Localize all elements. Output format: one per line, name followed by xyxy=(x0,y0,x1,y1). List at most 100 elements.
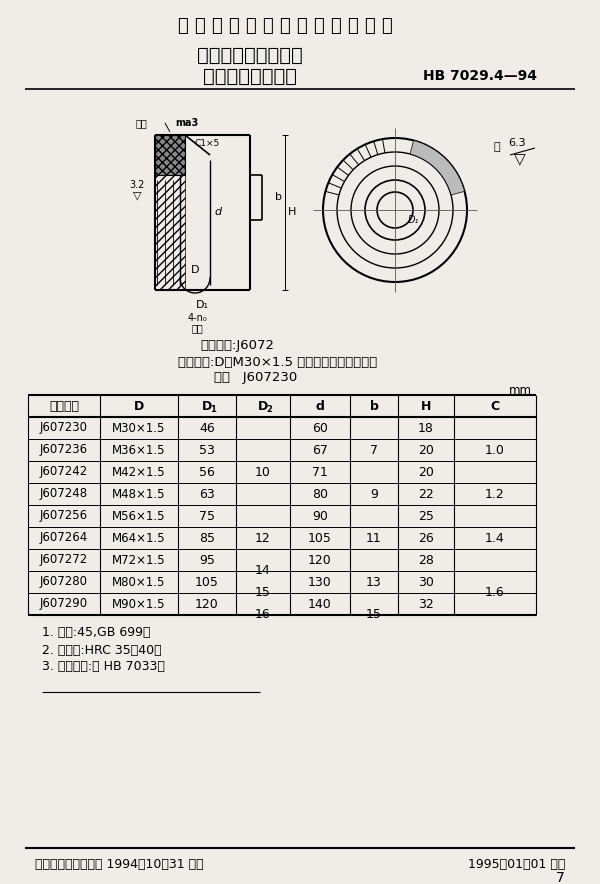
Text: 30: 30 xyxy=(418,575,434,589)
Text: 2: 2 xyxy=(266,405,272,414)
Text: 16: 16 xyxy=(255,608,271,621)
Text: 3. 技术条件:按 HB 7033。: 3. 技术条件:按 HB 7033。 xyxy=(42,660,165,674)
Text: 7: 7 xyxy=(556,871,565,884)
Text: 夹具通用元件紧固件: 夹具通用元件紧固件 xyxy=(197,45,303,65)
Text: 螺母   J607230: 螺母 J607230 xyxy=(214,371,297,385)
Text: J607236: J607236 xyxy=(40,444,88,456)
Text: D: D xyxy=(202,400,212,413)
Text: b: b xyxy=(370,400,379,413)
Text: 11: 11 xyxy=(366,531,382,545)
Text: 14: 14 xyxy=(255,565,271,577)
Text: 1995－01－01 实施: 1995－01－01 实施 xyxy=(467,857,565,871)
Text: 105: 105 xyxy=(195,575,219,589)
Polygon shape xyxy=(155,135,185,175)
Text: 75: 75 xyxy=(199,509,215,522)
Text: M64×1.5: M64×1.5 xyxy=(112,531,166,545)
Text: H: H xyxy=(288,207,296,217)
Text: 1.6: 1.6 xyxy=(485,586,505,599)
Text: 粗纹: 粗纹 xyxy=(135,118,147,128)
Text: D: D xyxy=(134,400,144,413)
Text: b: b xyxy=(275,192,281,202)
Text: ▽: ▽ xyxy=(514,153,526,167)
Text: D: D xyxy=(258,400,268,413)
Text: 7: 7 xyxy=(370,444,378,456)
Text: 1.2: 1.2 xyxy=(485,487,505,500)
Text: M48×1.5: M48×1.5 xyxy=(112,487,166,500)
Text: 26: 26 xyxy=(418,531,434,545)
Text: ▽: ▽ xyxy=(133,190,141,200)
Text: 9: 9 xyxy=(370,487,378,500)
Text: 120: 120 xyxy=(195,598,219,611)
Text: 3.2: 3.2 xyxy=(130,180,145,190)
Text: J607264: J607264 xyxy=(40,531,88,545)
Text: 46: 46 xyxy=(199,422,215,435)
Text: M72×1.5: M72×1.5 xyxy=(112,553,166,567)
Text: 53: 53 xyxy=(199,444,215,456)
Text: M80×1.5: M80×1.5 xyxy=(112,575,166,589)
Text: 90: 90 xyxy=(312,509,328,522)
Text: 105: 105 xyxy=(308,531,332,545)
Text: M56×1.5: M56×1.5 xyxy=(112,509,166,522)
Text: 10: 10 xyxy=(255,466,271,478)
Text: J607272: J607272 xyxy=(40,553,88,567)
Text: J607256: J607256 xyxy=(40,509,88,522)
Text: J607248: J607248 xyxy=(40,487,88,500)
Text: 80: 80 xyxy=(312,487,328,500)
Text: 15: 15 xyxy=(366,608,382,621)
Text: M30×1.5: M30×1.5 xyxy=(112,422,166,435)
Text: 120: 120 xyxy=(308,553,332,567)
Text: 85: 85 xyxy=(199,531,215,545)
Text: J607290: J607290 xyxy=(40,598,88,611)
Text: 32: 32 xyxy=(418,598,434,611)
Text: 1.0: 1.0 xyxy=(485,444,505,456)
Text: 带推拉槽滚花螺母: 带推拉槽滚花螺母 xyxy=(203,66,297,86)
Text: 56: 56 xyxy=(199,466,215,478)
Text: 22: 22 xyxy=(418,487,434,500)
Text: 18: 18 xyxy=(418,422,434,435)
Text: M90×1.5: M90×1.5 xyxy=(112,598,166,611)
Text: 均布: 均布 xyxy=(191,323,203,333)
Text: 95: 95 xyxy=(199,553,215,567)
Text: 4-n₀: 4-n₀ xyxy=(187,313,207,323)
Text: 67: 67 xyxy=(312,444,328,456)
Text: 63: 63 xyxy=(199,487,215,500)
Text: J607230: J607230 xyxy=(40,422,88,435)
Text: M42×1.5: M42×1.5 xyxy=(112,466,166,478)
Text: C: C xyxy=(490,400,500,413)
Text: 标记示例:D＝M30×1.5 的带推拉槽滚花螺母：: 标记示例:D＝M30×1.5 的带推拉槽滚花螺母： xyxy=(178,355,377,369)
Text: M36×1.5: M36×1.5 xyxy=(112,444,166,456)
Text: 标记代号: 标记代号 xyxy=(49,400,79,413)
Text: 分类代号:J6072: 分类代号:J6072 xyxy=(200,339,274,352)
Text: 130: 130 xyxy=(308,575,332,589)
Polygon shape xyxy=(410,141,464,195)
Text: 13: 13 xyxy=(366,575,382,589)
Text: 28: 28 xyxy=(418,553,434,567)
Text: 2. 热处理:HRC 35～40。: 2. 热处理:HRC 35～40。 xyxy=(42,644,161,657)
Text: d: d xyxy=(214,207,221,217)
Text: 中 华 人 民 共 和 国 航 空 工 业 标 准: 中 华 人 民 共 和 国 航 空 工 业 标 准 xyxy=(178,17,392,35)
Text: 15: 15 xyxy=(255,586,271,599)
Text: J607280: J607280 xyxy=(40,575,88,589)
Text: 6.3: 6.3 xyxy=(508,138,526,148)
Text: 1: 1 xyxy=(210,405,216,414)
Text: 71: 71 xyxy=(312,466,328,478)
Text: D: D xyxy=(191,265,199,275)
Text: d: d xyxy=(316,400,325,413)
Text: D₁: D₁ xyxy=(407,215,419,225)
Text: 25: 25 xyxy=(418,509,434,522)
Text: HB 7029.4—94: HB 7029.4—94 xyxy=(423,69,537,83)
Text: 1.4: 1.4 xyxy=(485,531,505,545)
Text: 1. 材料:45,GB 699。: 1. 材料:45,GB 699。 xyxy=(42,627,151,639)
Text: 140: 140 xyxy=(308,598,332,611)
Text: 20: 20 xyxy=(418,466,434,478)
Text: 12: 12 xyxy=(255,531,271,545)
Text: 中国航空工业总公司 1994－10－31 发布: 中国航空工业总公司 1994－10－31 发布 xyxy=(35,857,203,871)
Text: C1×5: C1×5 xyxy=(194,139,220,148)
Text: 20: 20 xyxy=(418,444,434,456)
Text: ma3: ma3 xyxy=(175,118,198,128)
Text: mm: mm xyxy=(509,385,532,398)
Text: D₁: D₁ xyxy=(196,300,209,310)
Text: J607242: J607242 xyxy=(40,466,88,478)
Text: 粗: 粗 xyxy=(494,142,500,152)
Text: H: H xyxy=(421,400,431,413)
